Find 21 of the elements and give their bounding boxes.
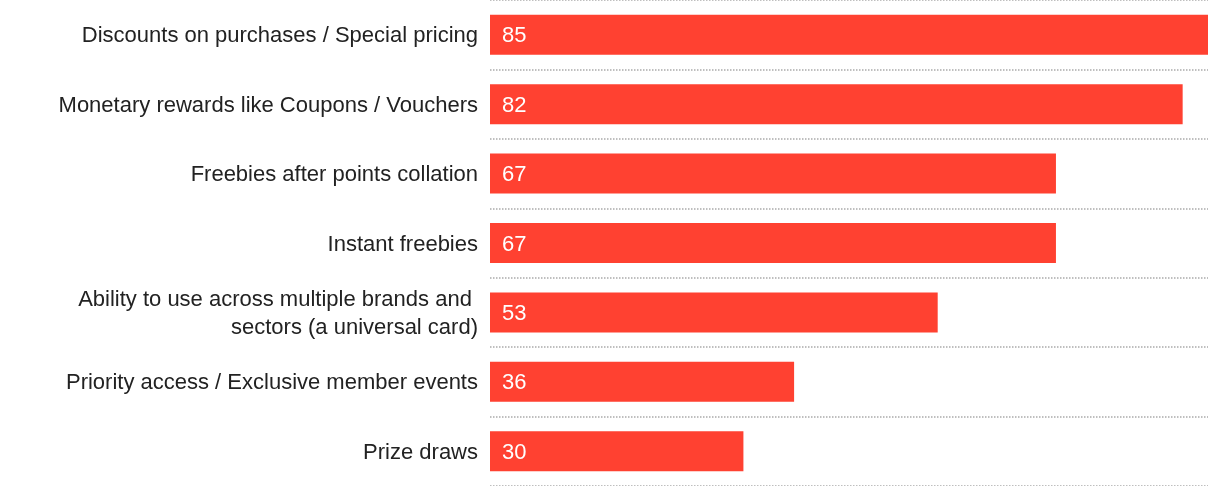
y-tick-label: Priority access / Exclusive member events — [65, 369, 478, 395]
bar — [490, 153, 1056, 194]
bar — [490, 84, 1183, 125]
y-tick-label: Discounts on purchases / Special pricing — [81, 22, 478, 48]
y-tick-label: Monetary rewards like Coupons / Vouchers — [58, 91, 478, 117]
data-label: 67 — [502, 230, 527, 256]
bar — [490, 14, 1208, 55]
y-tick-label: Ability to use across multiple brands and sectors (a universal card) — [78, 285, 478, 339]
data-label: 30 — [502, 438, 527, 464]
data-label: 85 — [502, 22, 527, 48]
y-tick-label: Prize draws — [363, 438, 478, 464]
data-label: 53 — [502, 299, 527, 325]
data-label: 67 — [502, 161, 527, 187]
y-tick-label: Instant freebies — [327, 230, 478, 256]
bar — [490, 292, 938, 333]
bar — [490, 223, 1056, 263]
y-tick-label: Freebies after points collation — [190, 161, 478, 187]
data-label: 36 — [502, 369, 527, 395]
bar — [490, 431, 744, 472]
data-label: 82 — [502, 91, 527, 117]
bar — [490, 361, 795, 402]
